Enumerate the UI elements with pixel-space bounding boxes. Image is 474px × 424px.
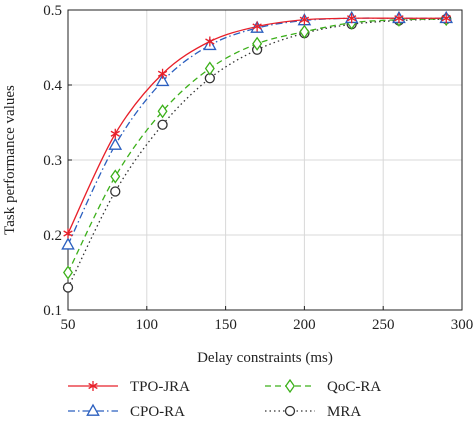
data-point-cpo-ra: [61, 237, 75, 250]
legend-label-tpo-jra: TPO-JRA: [130, 379, 190, 395]
x-tick-label: 250: [372, 317, 395, 333]
legend-marker-cpo-ra: [86, 403, 100, 416]
legend-label-qoc-ra: QoC-RA: [327, 379, 381, 395]
data-point-tpo-jra: [63, 228, 73, 239]
data-point-tpo-jra: [110, 128, 120, 139]
data-point-tpo-jra: [252, 21, 262, 32]
data-point-qoc-ra: [157, 104, 168, 119]
x-tick-label: 200: [293, 317, 316, 333]
data-point-tpo-jra: [441, 13, 451, 24]
legend-marker-mra: [284, 405, 296, 417]
legend-marker-qoc-ra: [285, 378, 295, 394]
legend-marker-tpo-jra: [88, 381, 98, 391]
y-tick-label: 0.3: [43, 153, 62, 169]
x-tick-label: 50: [61, 317, 76, 333]
data-point-tpo-jra: [157, 68, 168, 79]
data-point-tpo-jra: [347, 13, 357, 24]
grid: [68, 10, 462, 310]
data-point-qoc-ra: [110, 169, 121, 184]
y-tick-label: 0.1: [43, 303, 62, 319]
series-line-qoc-ra: [67, 18, 447, 273]
data-point-cpo-ra: [108, 137, 123, 150]
x-tick-label: 300: [451, 317, 474, 333]
series-markers: [61, 10, 454, 293]
data-point-qoc-ra: [252, 36, 263, 51]
data-point-tpo-jra: [394, 13, 404, 24]
x-tick-label: 100: [136, 317, 159, 333]
x-tick-label: 150: [214, 317, 237, 333]
series-line-mra: [67, 18, 447, 288]
data-point-qoc-ra: [299, 24, 310, 39]
y-tick-label: 0.5: [43, 3, 62, 19]
legend: TPO-JRA QoC-RA CPO-RA MRA: [68, 378, 381, 420]
x-axis-title: Delay constraints (ms): [197, 350, 333, 366]
data-point-tpo-jra: [205, 36, 215, 47]
series-lines: [67, 17, 447, 288]
data-point-mra: [62, 282, 74, 293]
axis-ticks: 50 100 150 200 250 300 0.1 0.2 0.3 0.4 0.5: [43, 3, 473, 333]
data-point-mra: [157, 119, 168, 130]
y-axis-title: Task performance values: [2, 85, 18, 235]
legend-label-cpo-ra: CPO-RA: [130, 404, 185, 420]
legend-label-mra: MRA: [327, 404, 361, 420]
data-point-cpo-ra: [155, 73, 170, 87]
y-tick-label: 0.2: [43, 228, 62, 244]
y-tick-label: 0.4: [43, 78, 62, 94]
data-point-mra: [110, 186, 121, 197]
data-point-qoc-ra: [204, 61, 215, 76]
data-point-qoc-ra: [63, 265, 73, 280]
data-point-tpo-jra: [299, 14, 310, 25]
